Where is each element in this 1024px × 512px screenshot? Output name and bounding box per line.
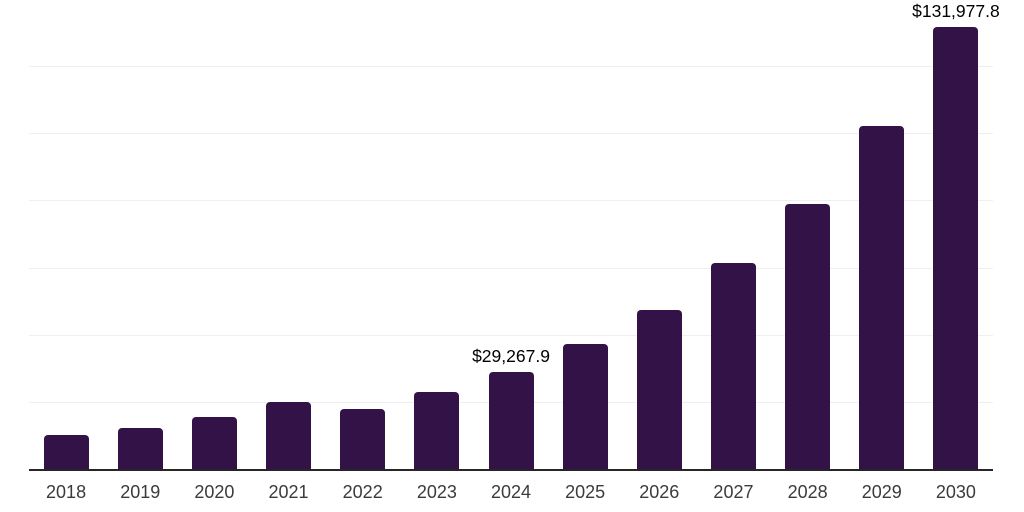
x-tick-label-2024: 2024 [490,482,532,502]
data-label-2024: $29,267.9 [472,346,550,367]
x-tick-label-2021: 2021 [268,482,309,502]
x-tick-label-2020: 2020 [194,482,235,502]
x-tick-label-2028: 2028 [787,482,828,502]
x-tick-label-2019: 2019 [120,482,161,502]
bar-2026 [636,309,682,470]
x-tick-label-2022: 2022 [342,482,383,502]
bar-2022 [340,408,386,470]
x-tick-label-2023: 2023 [416,482,457,502]
plot-area: $29,267.9 $131,977.8 [29,0,1000,470]
x-axis-line [29,469,993,471]
bar-2025 [562,343,608,470]
x-axis-tick-labels: 2018 2019 2020 2021 2022 2023 2024 2025 2026 2027… [29,471,993,512]
gridline [29,133,993,135]
x-tick-label-2026: 2026 [639,482,680,502]
x-tick-label-2027: 2027 [713,482,754,502]
bar-2027 [710,263,756,470]
bar-2024 [488,371,534,470]
bar-2030 [933,26,979,470]
x-tick-label-2029: 2029 [861,482,902,502]
bar-2023 [414,392,460,470]
bar-2028 [785,204,831,470]
bar-2029 [859,125,905,470]
data-label-2030: $131,977.8 [912,1,1000,22]
gridline [29,267,993,269]
x-tick-label-2025: 2025 [565,482,606,502]
bar-2021 [266,402,312,470]
gridline [29,200,993,202]
bar-2018 [43,435,89,470]
bar-2020 [191,416,237,470]
gridline [29,334,993,336]
bar-2019 [117,427,163,470]
x-tick-label-2018: 2018 [46,482,87,502]
gridline [29,66,993,68]
x-tick-label-2030: 2030 [935,482,976,502]
